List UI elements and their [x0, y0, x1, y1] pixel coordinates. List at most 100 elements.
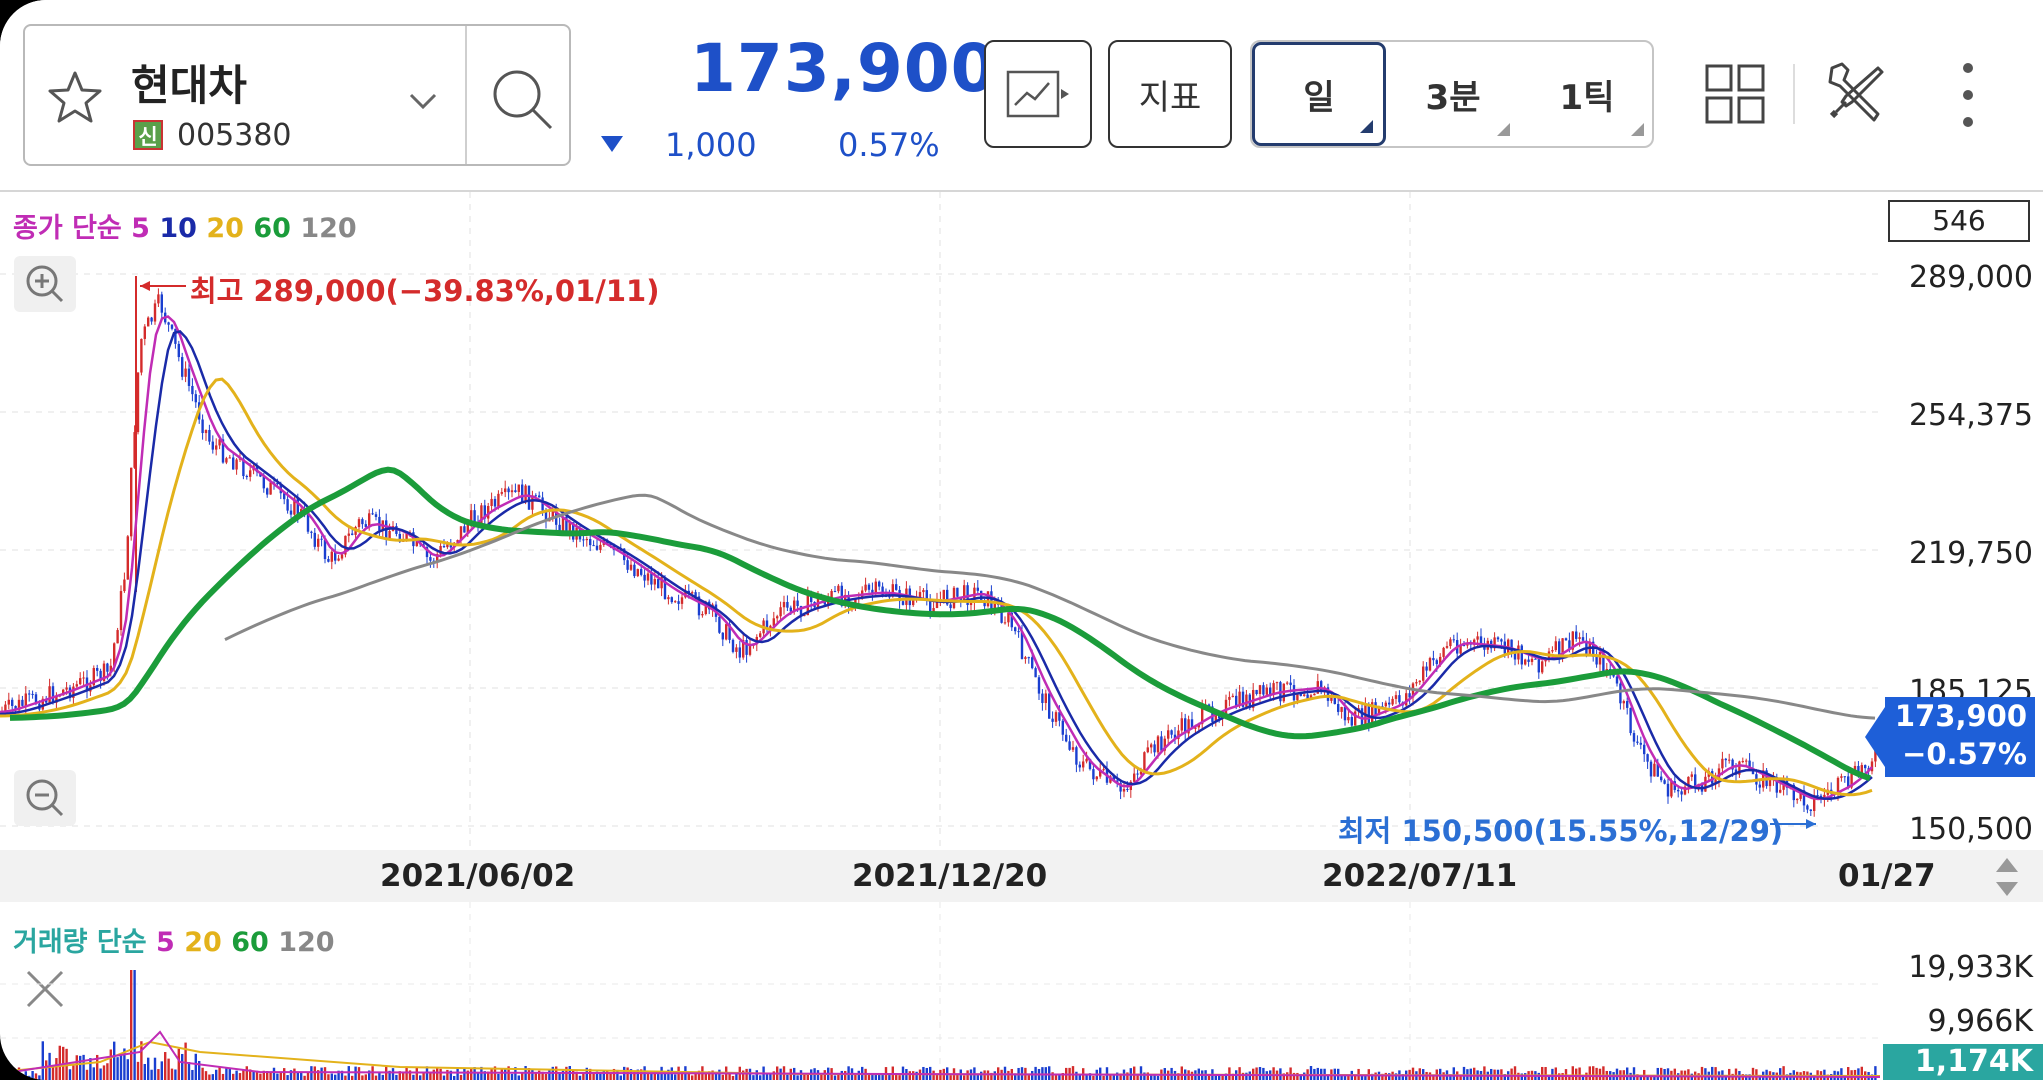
volume-bar [395, 1074, 398, 1080]
candle-body [1581, 637, 1585, 641]
volume-bar [1758, 1075, 1761, 1080]
candle-count-box[interactable]: 546 [1888, 200, 2030, 242]
candle-body [140, 338, 143, 373]
volume-bar [276, 1073, 279, 1080]
candle-body [731, 639, 735, 652]
volume-bar [759, 1075, 762, 1080]
x-axis-band[interactable] [0, 850, 2043, 902]
low-annotation: 최저 150,500(15.55%,12/29) [1338, 814, 1784, 848]
volume-bar [235, 1070, 238, 1080]
volume-bar [412, 1074, 415, 1080]
stock-selector[interactable]: 현대차 신 005380 [23, 24, 571, 166]
current-volume-tag: 1,174K [1883, 1044, 2043, 1080]
volume-bar [728, 1072, 731, 1080]
candle-body [1694, 774, 1697, 789]
candle-body [262, 476, 265, 489]
candle-body [398, 533, 401, 542]
period-day-button[interactable]: 일 [1252, 42, 1386, 146]
volume-bar [1381, 1073, 1384, 1080]
volume-bar [667, 1069, 670, 1080]
candle-body [1024, 657, 1027, 659]
period-1tick-button[interactable]: 1틱 [1520, 42, 1654, 146]
candle-body [1071, 747, 1075, 750]
chart-type-button[interactable] [984, 40, 1092, 148]
volume-bar [1615, 1068, 1619, 1080]
volume-bar [272, 1067, 276, 1080]
volume-bar [1058, 1073, 1061, 1080]
candle-body [1656, 763, 1659, 777]
candle-body [646, 573, 650, 581]
volume-bar [803, 1073, 806, 1080]
candle-body [466, 524, 469, 533]
current-price-tag: 173,900 −0.57% [1865, 697, 2035, 777]
candle-body [738, 647, 741, 658]
volume-ma-legend[interactable]: 거래량 단순 5 20 60 120 [13, 920, 335, 959]
candle-body [72, 686, 75, 699]
volume-bar [330, 1073, 333, 1080]
volume-bar [935, 1074, 939, 1080]
volume-bar [976, 1073, 979, 1080]
candle-body [4, 704, 7, 712]
candle-body [442, 546, 446, 548]
candle-body [963, 585, 966, 601]
price-ma-legend[interactable]: 종가 단순 5 10 20 60 120 [13, 206, 357, 245]
zoom-in-button[interactable] [14, 256, 76, 312]
close-icon[interactable] [22, 966, 68, 1012]
candle-body [830, 591, 833, 599]
indicator-button[interactable]: 지표 [1108, 40, 1232, 148]
candle-body [1775, 777, 1778, 793]
scroll-updown-icon[interactable] [1994, 856, 2020, 898]
candle-body [1269, 687, 1272, 696]
volume-bar [1303, 1072, 1306, 1080]
volume-bar [28, 1075, 31, 1080]
volume-bar [351, 1075, 354, 1080]
volume-bar [21, 1074, 24, 1080]
period-3min-button[interactable]: 3분 [1386, 42, 1520, 146]
grid-layout-icon[interactable] [1705, 64, 1765, 124]
search-icon[interactable] [487, 64, 557, 134]
volume-bar [381, 1074, 384, 1080]
candle-body [582, 539, 585, 541]
candle-body [888, 596, 891, 598]
candle-body [1840, 776, 1843, 778]
candle-body [504, 488, 507, 493]
candle-body [1296, 693, 1299, 701]
price-chart-canvas[interactable] [0, 192, 1880, 850]
volume-bar [344, 1075, 347, 1080]
volume-chart-canvas[interactable] [0, 902, 1880, 1080]
candle-body [1731, 759, 1734, 770]
high-annotation: 최고 289,000(−39.83%,01/11) [190, 274, 660, 308]
volume-bar [752, 1075, 755, 1080]
volume-bar [561, 1070, 565, 1080]
candle-body [1578, 637, 1581, 639]
candle-body [1034, 668, 1037, 678]
candle-body [490, 498, 493, 507]
candle-body [334, 551, 337, 561]
candle-body [330, 551, 333, 562]
volume-bar [327, 1074, 330, 1080]
candle-body [82, 677, 85, 679]
volume-bar [1139, 1066, 1143, 1080]
candle-body [1496, 637, 1500, 640]
vol-legend-ma120: 120 [278, 927, 335, 958]
candle-body [123, 579, 126, 592]
zoom-out-button[interactable] [14, 770, 76, 826]
volume-bar [1510, 1068, 1513, 1080]
volume-bar [640, 1069, 643, 1080]
volume-bar [1207, 1074, 1211, 1080]
favorite-star-icon[interactable] [45, 68, 105, 128]
tools-icon[interactable] [1822, 60, 1888, 126]
candle-body [633, 564, 636, 577]
candle-body [1653, 763, 1656, 777]
volume-bar [1048, 1066, 1051, 1080]
candle-body [1646, 754, 1649, 762]
candle-body [1449, 639, 1452, 647]
candle-body [14, 705, 17, 711]
volume-bar [1078, 1075, 1081, 1080]
chevron-down-icon[interactable] [408, 86, 438, 116]
candle-body [347, 533, 350, 536]
more-vertical-icon[interactable] [1960, 60, 1976, 130]
candle-body [361, 519, 364, 525]
candle-body [106, 663, 109, 672]
volume-bar [1299, 1074, 1302, 1080]
